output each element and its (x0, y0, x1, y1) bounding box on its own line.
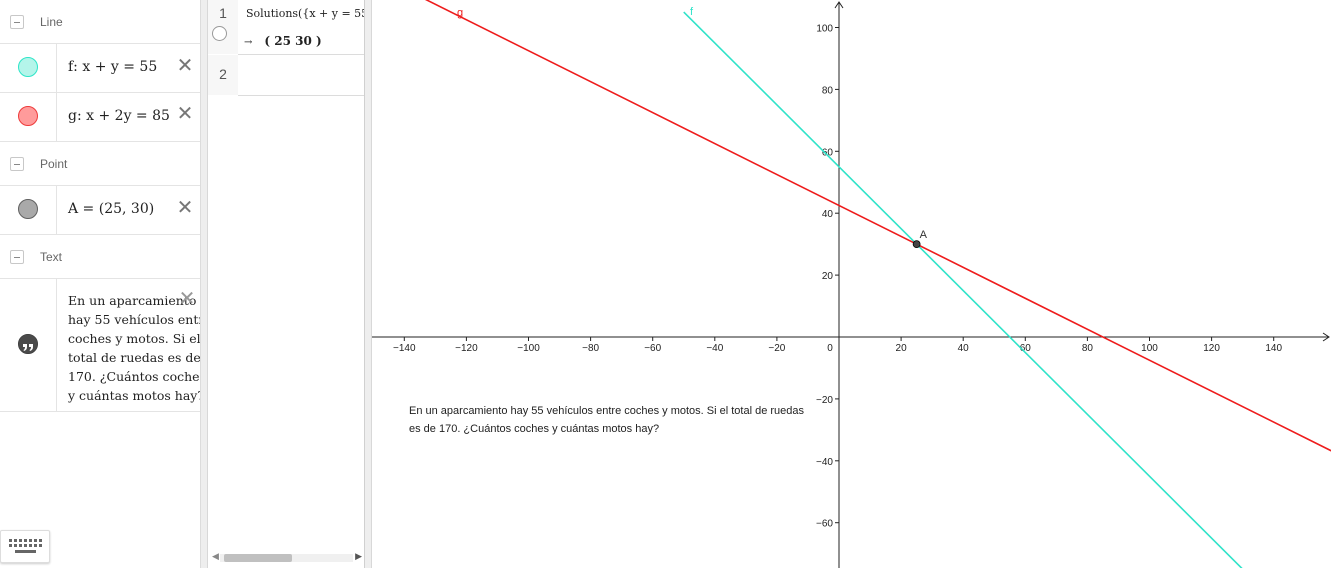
collapse-point-icon[interactable] (10, 157, 24, 171)
visibility-toggle-A[interactable] (18, 199, 38, 219)
text-line: En un aparcamiento (68, 293, 197, 308)
cas-row-radio[interactable] (212, 26, 227, 41)
category-label-line: Line (40, 15, 63, 29)
point-A (912, 240, 921, 249)
algebra-item-A[interactable]: A = (25, 30) ✕ (0, 186, 200, 235)
graphics-text-object[interactable]: En un aparcamiento hay 55 vehículos entr… (409, 405, 805, 435)
x-tick-label: −80 (582, 343, 599, 354)
cas-input-1[interactable]: Solutions({x + y = 55, (246, 7, 365, 20)
y-tick-label: −60 (816, 519, 833, 530)
x-tick-label: 20 (896, 343, 908, 354)
marble-column (0, 44, 57, 92)
marble-column (0, 279, 57, 411)
category-line[interactable]: Line (0, 0, 200, 44)
y-axis-arrow (834, 1, 844, 9)
panel-splitter[interactable] (201, 0, 208, 568)
delete-f-icon[interactable]: ✕ (176, 53, 194, 77)
x-tick-label: 100 (1141, 343, 1158, 354)
algebra-item-f[interactable]: f: x + y = 55 ✕ (0, 44, 200, 93)
x-tick-label: −120 (455, 343, 478, 354)
x-tick-label: 140 (1265, 343, 1282, 354)
point-A-label: A (920, 229, 928, 241)
x-tick-label: 0 (827, 343, 833, 354)
algebra-item-A-text[interactable]: A = (25, 30) (68, 201, 155, 217)
cas-row-divider (238, 54, 364, 55)
keyboard-button[interactable] (0, 530, 50, 563)
delete-text1-icon[interactable]: ✕ (178, 286, 196, 310)
graphics-view[interactable]: −140 −120 −100 −80 −60 −40 −20 0 20 40 60 80 100 120 1… (372, 0, 1331, 568)
x-tick-label: −60 (644, 343, 661, 354)
visibility-toggle-f[interactable] (18, 57, 38, 77)
cas-output-1: → ( 25 30 ) (244, 34, 322, 48)
collapse-line-icon[interactable] (10, 15, 24, 29)
x-tick-label: −100 (517, 343, 540, 354)
x-tick-label: −40 (706, 343, 723, 354)
y-tick-label: 100 (816, 24, 833, 35)
algebra-view: Line f: x + y = 55 ✕ g: x + 2y = 85 ✕ Po… (0, 0, 201, 568)
x-tick-label: 60 (1020, 343, 1032, 354)
line-f (683, 11, 1243, 568)
y-tick-label: 80 (822, 85, 834, 96)
visibility-toggle-g[interactable] (18, 106, 38, 126)
line-g-label: g (457, 7, 463, 19)
keyboard-icon (9, 539, 42, 553)
category-label-text: Text (40, 250, 63, 264)
line-f-label: f (690, 6, 694, 18)
cas-output-value: ( 25 30 ) (264, 34, 322, 48)
text-line: hay 55 vehículos entre (68, 312, 201, 327)
collapse-text-icon[interactable] (10, 250, 24, 264)
algebra-item-f-text[interactable]: f: x + y = 55 (68, 59, 158, 75)
marble-column (0, 186, 57, 234)
y-tick-label: 60 (822, 147, 834, 158)
delete-g-icon[interactable]: ✕ (176, 101, 194, 125)
marble-column (0, 93, 57, 141)
x-tick-label: 120 (1203, 343, 1220, 354)
category-label-point: Point (40, 157, 68, 171)
algebra-item-text1[interactable]: En un aparcamiento hay 55 vehículos entr… (0, 279, 200, 412)
text-line: coches y motos. Si el (68, 331, 201, 346)
line-g (424, 0, 1331, 452)
cas-horizontal-scrollbar[interactable]: ◀ ▶ (210, 551, 363, 565)
y-tick-label: 20 (822, 271, 834, 282)
graphics-canvas[interactable]: −140 −120 −100 −80 −60 −40 −20 0 20 40 60 80 100 120 1… (372, 0, 1331, 568)
cas-view: 1 Solutions({x + y = 55, →( 25 30 ) 2 ◀ … (208, 0, 365, 568)
text-line: y cuántas motos hay? (68, 388, 201, 403)
algebra-item-g-text[interactable]: g: x + 2y = 85 (68, 108, 170, 124)
x-tick-label: 40 (958, 343, 970, 354)
panel-splitter[interactable] (365, 0, 372, 568)
y-tick-label: 40 (822, 209, 834, 220)
text-line: 170. ¿Cuántos coches (68, 369, 201, 384)
quote-icon[interactable] (18, 334, 38, 354)
scroll-right-icon[interactable]: ▶ (355, 552, 362, 562)
category-text[interactable]: Text (0, 235, 200, 279)
algebra-item-text1-text[interactable]: En un aparcamiento hay 55 vehículos entr… (68, 291, 201, 405)
cas-row-divider (238, 95, 364, 96)
x-tick-label: 80 (1082, 343, 1094, 354)
scroll-left-icon[interactable]: ◀ (212, 552, 219, 562)
algebra-item-g[interactable]: g: x + 2y = 85 ✕ (0, 93, 200, 142)
output-arrow: → (244, 37, 253, 48)
scroll-thumb[interactable] (224, 554, 292, 562)
y-tick-label: −20 (816, 395, 833, 406)
x-tick-label: −20 (768, 343, 785, 354)
cas-row-number-2[interactable]: 2 (208, 55, 238, 95)
category-point[interactable]: Point (0, 142, 200, 186)
y-tick-label: −40 (816, 457, 833, 468)
delete-A-icon[interactable]: ✕ (176, 195, 194, 219)
x-axis-arrow (1322, 332, 1330, 342)
text-line: total de ruedas es de (68, 350, 201, 365)
x-tick-label: −140 (393, 343, 416, 354)
